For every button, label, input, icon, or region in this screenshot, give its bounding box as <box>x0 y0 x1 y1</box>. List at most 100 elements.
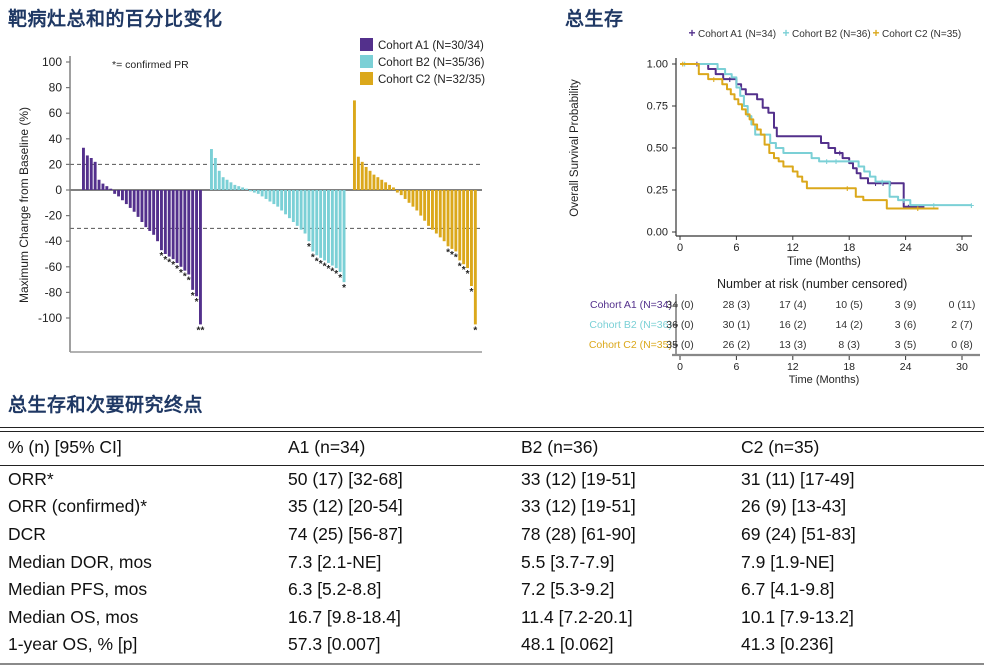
bar <box>152 190 156 235</box>
bar-series-3: * * ** * *** <box>353 100 477 336</box>
confirmed-pr-asterisk: * <box>338 273 342 284</box>
bar <box>210 149 213 190</box>
confirmed-pr-asterisk: * <box>167 258 171 269</box>
bar <box>124 190 128 205</box>
confirmed-pr-asterisk: * <box>323 261 327 272</box>
censor-mark-icon: + <box>727 74 733 85</box>
endpoint-name: 1-year OS, % [p] <box>0 631 280 665</box>
bar <box>199 190 202 325</box>
bar <box>399 190 403 196</box>
confirmed-pr-asterisk: * <box>319 259 323 270</box>
endpoints-row: Median PFS, mos 6.3 [5.2-8.8] 7.2 [5.3-9.2… <box>0 576 984 604</box>
confirmed-pr-asterisk: * <box>342 283 346 294</box>
y-tick-label: 0.50 <box>647 143 668 155</box>
endpoints-row: Median DOR, mos 7.3 [2.1-NE] 5.5 [3.7-7.9]… <box>0 549 984 577</box>
bar <box>245 188 248 190</box>
risk-x-tick-label: 0 <box>677 361 683 373</box>
legend-swatch <box>360 38 373 51</box>
bar <box>356 156 360 190</box>
endpoint-value: 10.1 [7.9-13.2] <box>741 606 854 627</box>
legend-label: Cohort A1 (N=34) <box>698 29 776 40</box>
endpoint-value: 57.3 [0.007] <box>280 631 513 665</box>
y-tick-label: -100 <box>38 311 62 325</box>
endpoints-row: ORR (confirmed)* 35 (12) [20-54] 33 (12) [… <box>0 493 984 521</box>
bar <box>311 190 315 252</box>
bar <box>376 177 380 190</box>
bar <box>229 182 233 190</box>
km-curve-3 <box>680 63 939 210</box>
bar <box>272 190 276 205</box>
y-tick-label: 1.00 <box>647 59 668 71</box>
risk-value: 13 (3) <box>779 339 806 351</box>
bar <box>171 190 175 260</box>
censor-mark-icon: + <box>824 157 830 168</box>
endpoint-name: ORR* <box>8 468 54 489</box>
endpoint-name: DCR <box>8 523 46 544</box>
bar <box>415 190 419 211</box>
bar <box>364 166 368 190</box>
legend-swatch <box>360 55 373 68</box>
bar <box>446 190 450 247</box>
bar <box>307 190 311 242</box>
bar <box>233 184 237 190</box>
y-tick-label: 0.25 <box>647 185 668 197</box>
y-tick-label: -80 <box>45 285 63 299</box>
bar <box>427 190 430 226</box>
endpoints-row: DCR 74 (25) [56-87] 78 (28) [61-90] 69 (24)… <box>0 521 984 549</box>
bar <box>89 158 93 190</box>
endpoint-name: Median OS, mos <box>8 606 139 627</box>
risk-x-tick-label: 6 <box>733 361 739 373</box>
endpoints-header-cohort: C2 (n=35) <box>733 432 984 466</box>
km-chart: + Cohort A1 (N=34) + Cohort B2 (N=36) + Cohor… <box>569 26 980 386</box>
bar <box>264 190 268 199</box>
bar <box>315 190 319 256</box>
bar <box>179 190 183 267</box>
bar <box>237 186 241 190</box>
legend-label: Cohort C2 (N=35) <box>882 29 961 40</box>
legend-swatch <box>360 72 373 85</box>
bar <box>167 190 171 257</box>
bar <box>291 190 295 222</box>
risk-value: 0 (11) <box>949 299 976 311</box>
bar <box>419 190 423 216</box>
endpoint-value: 7.3 [2.1-NE] <box>288 551 382 572</box>
censor-mark-icon: + <box>969 200 975 211</box>
censor-mark-icon: + <box>711 74 717 85</box>
bar <box>473 190 477 325</box>
x-tick-label: 6 <box>733 242 739 254</box>
bar <box>395 190 399 193</box>
endpoint-name: Median PFS, mos <box>8 579 148 600</box>
bar <box>187 190 191 275</box>
x-tick-label: 12 <box>787 242 799 254</box>
bar <box>217 170 221 190</box>
bar <box>268 190 272 202</box>
bar <box>438 190 442 238</box>
legend-label: Cohort B2 (N=35/36) <box>378 57 485 69</box>
censor-mark-icon: + <box>879 177 885 188</box>
bar <box>156 190 159 242</box>
bar <box>295 190 299 226</box>
endpoint-value: 78 (28) [61-90] <box>521 523 636 544</box>
censor-mark-icon: + <box>931 200 937 211</box>
bar-series-2: ** * * * * * * ** <box>210 149 346 294</box>
endpoints-row: 1-year OS, % [p] 57.3 [0.007] 48.1 [0.062]… <box>0 631 984 665</box>
km-plot: + Cohort A1 (N=34) + Cohort B2 (N=36) + Cohor… <box>569 26 980 386</box>
bar <box>195 190 198 297</box>
y-tick-label: 0 <box>55 183 62 197</box>
risk-row-label: Cohort C2 (N=35) <box>589 339 672 351</box>
bar <box>323 190 326 261</box>
bar <box>260 190 264 197</box>
legend-plus-icon: + <box>688 26 695 40</box>
x-tick-label: 30 <box>956 242 968 254</box>
endpoints-table: % (n) [95% CI] A1 (n=34) B2 (n=36) C2 (n=35… <box>0 427 984 665</box>
risk-row-label: Cohort B2 (N=36) <box>589 319 672 331</box>
y-tick-label: -40 <box>45 234 63 248</box>
endpoints-header-cohort: A1 (n=34) <box>280 432 513 466</box>
endpoint-value: 33 (12) [19-51] <box>521 468 636 489</box>
bar <box>276 190 280 207</box>
bar <box>225 179 229 190</box>
confirmed-pr-asterisk: * <box>469 287 473 298</box>
endpoint-value: 7.9 [1.9-NE] <box>741 551 835 572</box>
endpoint-value: 50 (17) [32-68] <box>288 468 403 489</box>
